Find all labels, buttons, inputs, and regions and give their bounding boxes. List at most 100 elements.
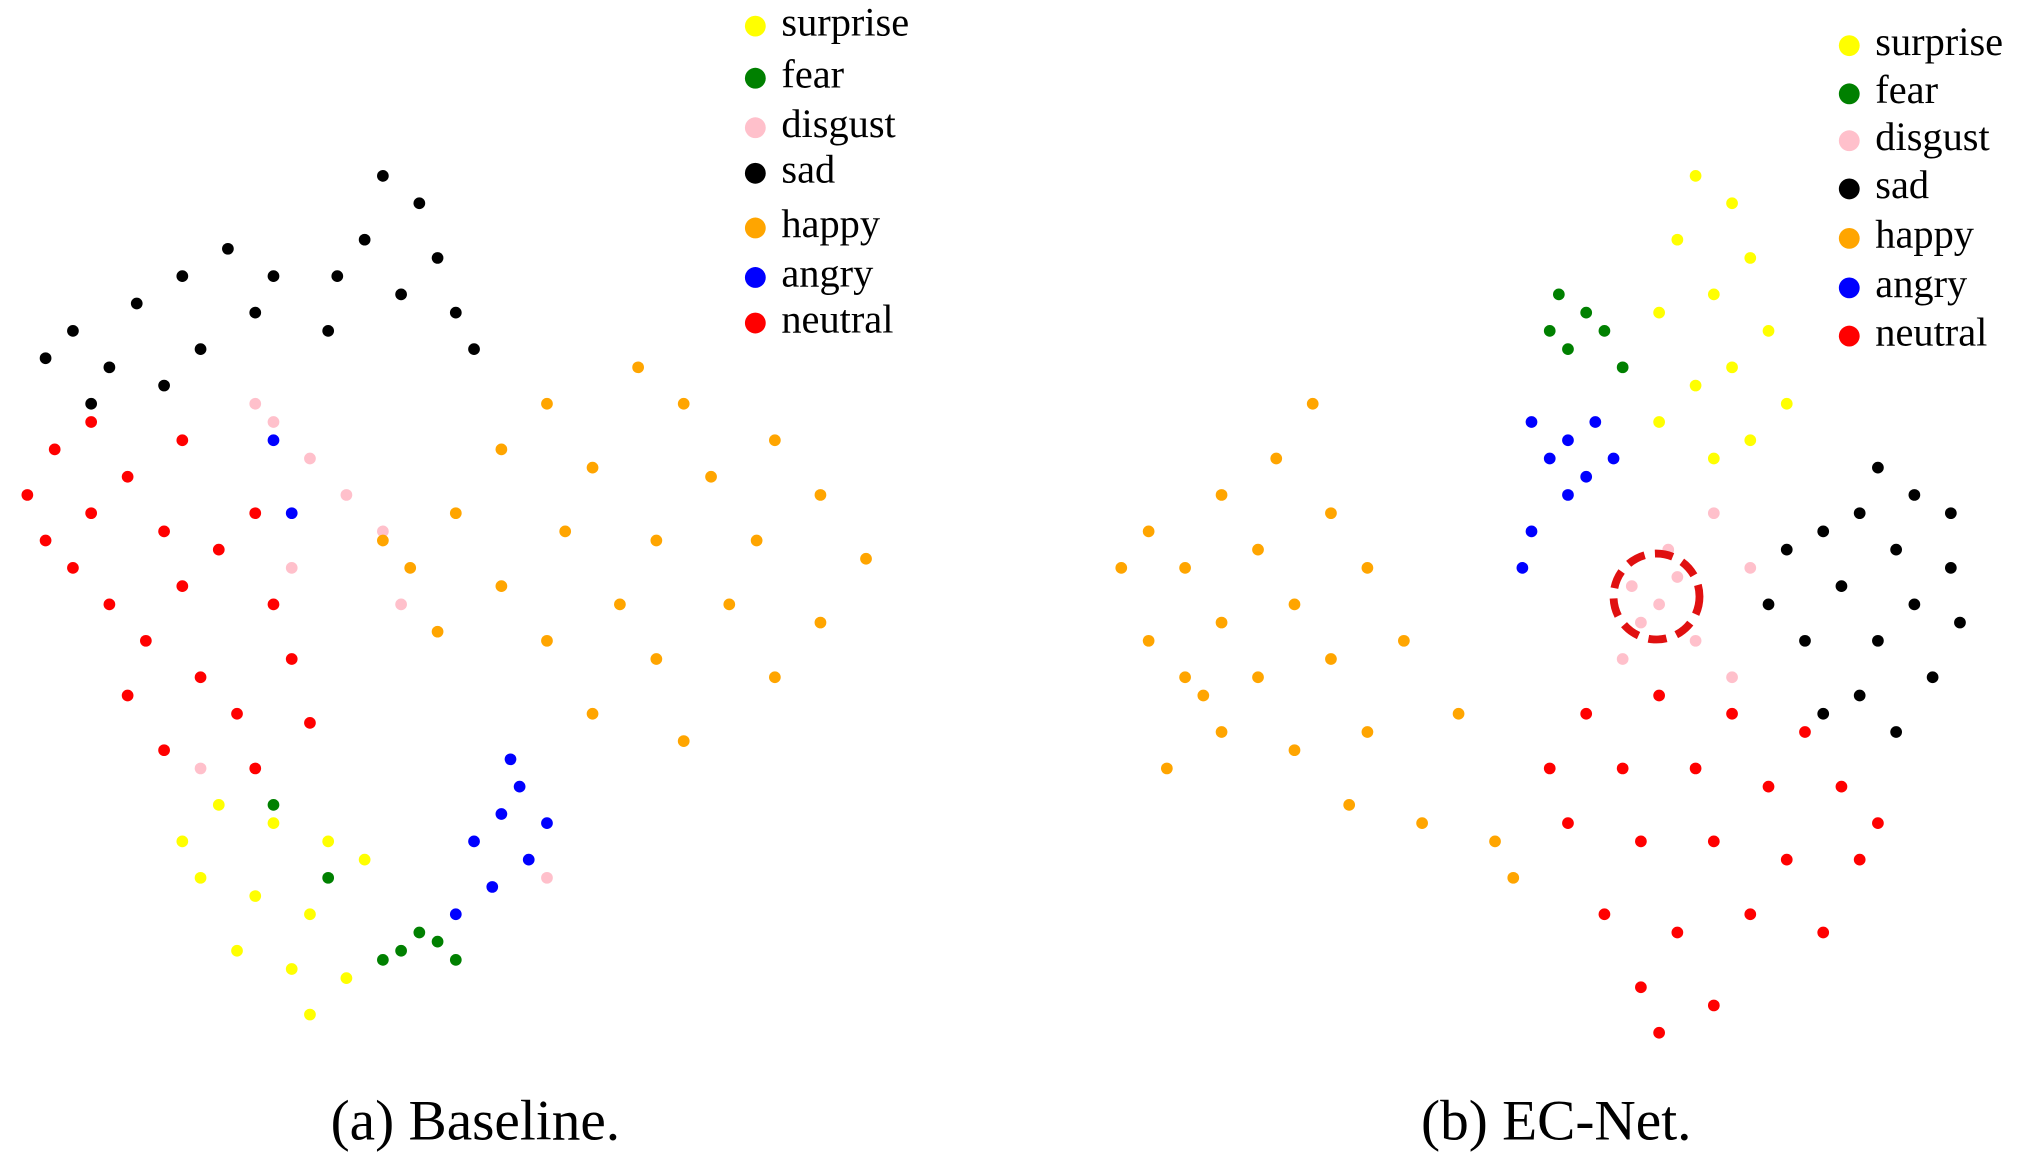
- legend-label: sad: [1875, 162, 1929, 207]
- point: [267, 416, 280, 428]
- point: [541, 817, 553, 829]
- point: [1908, 598, 1921, 611]
- point: [504, 753, 517, 766]
- point: [377, 170, 389, 182]
- point: [1853, 689, 1866, 702]
- point: [304, 452, 316, 465]
- point: [176, 270, 189, 283]
- point: [1872, 461, 1884, 474]
- legend-swatch: [1838, 83, 1860, 105]
- point: [1944, 507, 1957, 520]
- point: [1944, 562, 1957, 574]
- point: [267, 270, 280, 283]
- point: [267, 799, 280, 811]
- point: [1525, 525, 1538, 538]
- point: [1616, 361, 1629, 374]
- point: [1525, 416, 1538, 428]
- point: [1580, 470, 1593, 483]
- point: [1562, 817, 1574, 829]
- point: [431, 252, 444, 264]
- point: [212, 799, 225, 811]
- point: [1543, 452, 1556, 465]
- point: [1689, 634, 1702, 647]
- point: [1653, 416, 1665, 428]
- legend-swatch: [1838, 277, 1860, 299]
- point: [1762, 598, 1775, 611]
- point: [1671, 233, 1684, 246]
- point: [1361, 562, 1374, 574]
- caption: (b) EC-Net.: [1421, 1090, 1691, 1153]
- point: [176, 835, 189, 848]
- legend-label: angry: [781, 251, 874, 296]
- point: [1598, 908, 1611, 921]
- point: [1306, 397, 1319, 410]
- point: [103, 361, 116, 374]
- point: [449, 306, 462, 319]
- legend-swatch: [1838, 325, 1860, 347]
- point: [1707, 999, 1720, 1012]
- point: [449, 908, 462, 921]
- point: [1598, 324, 1611, 337]
- point: [304, 1008, 316, 1021]
- point: [1616, 653, 1629, 665]
- point: [85, 397, 98, 410]
- legend-label: fear: [781, 51, 844, 96]
- point: [194, 671, 207, 684]
- point: [1780, 853, 1793, 866]
- point: [285, 653, 298, 665]
- point: [586, 461, 599, 474]
- point: [1799, 634, 1811, 647]
- point: [1872, 634, 1884, 647]
- point: [413, 197, 426, 210]
- point: [1625, 580, 1638, 592]
- point: [1835, 580, 1848, 592]
- point: [1589, 416, 1602, 428]
- point: [1926, 671, 1939, 684]
- point: [322, 835, 335, 848]
- point: [1653, 1026, 1665, 1039]
- point: [1762, 324, 1775, 337]
- point: [495, 808, 508, 820]
- point: [814, 616, 827, 629]
- point: [249, 397, 262, 410]
- point: [139, 634, 152, 647]
- point: [677, 397, 690, 410]
- legend-swatch: [744, 67, 766, 89]
- point: [322, 324, 335, 337]
- point: [541, 871, 553, 884]
- point: [1707, 507, 1720, 520]
- legend-swatch: [1838, 227, 1860, 249]
- point: [249, 762, 262, 775]
- point: [1799, 726, 1811, 738]
- point: [1562, 489, 1574, 501]
- point: [158, 744, 170, 757]
- point: [121, 470, 134, 483]
- point: [705, 470, 717, 483]
- point: [1489, 835, 1501, 848]
- point: [541, 397, 553, 410]
- point: [48, 443, 61, 456]
- point: [1653, 689, 1665, 702]
- point: [1160, 762, 1173, 775]
- point: [1252, 543, 1264, 556]
- point: [267, 434, 280, 447]
- point: [1707, 835, 1720, 848]
- point: [285, 963, 298, 975]
- point: [522, 853, 535, 866]
- point: [750, 534, 763, 547]
- point: [1954, 616, 1966, 629]
- legend-swatch: [744, 162, 766, 184]
- point: [1744, 252, 1757, 264]
- point: [1890, 543, 1903, 556]
- point: [632, 361, 644, 374]
- point: [431, 625, 444, 638]
- point: [541, 634, 553, 647]
- point: [395, 944, 407, 957]
- point: [1543, 324, 1556, 337]
- legend-swatch: [1838, 178, 1860, 200]
- point: [1726, 671, 1738, 684]
- point: [1890, 726, 1903, 738]
- point: [231, 707, 243, 720]
- point: [158, 379, 170, 392]
- point: [1197, 689, 1210, 702]
